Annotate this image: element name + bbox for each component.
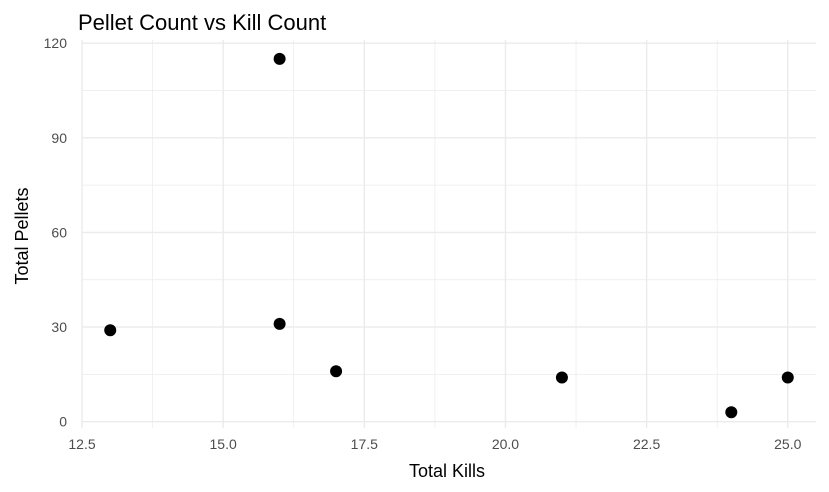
x-tick-label: 12.5 (68, 436, 95, 452)
y-tick-label: 120 (44, 35, 68, 51)
major-gridlines (81, 40, 816, 428)
data-point (725, 406, 738, 419)
y-tick-label: 0 (59, 414, 67, 430)
data-point (273, 52, 286, 65)
x-tick-label: 22.5 (633, 436, 660, 452)
y-tick-labels: 0 30 60 90 120 (44, 35, 68, 430)
data-point (330, 365, 343, 378)
y-tick-label: 90 (51, 130, 67, 146)
minor-gridlines (82, 40, 816, 428)
y-tick-label: 60 (51, 224, 67, 240)
x-tick-label: 20.0 (492, 436, 519, 452)
x-tick-label: 15.0 (210, 436, 237, 452)
x-axis-title: Total Kills (409, 461, 485, 481)
x-tick-labels: 12.5 15.0 17.5 20.0 22.5 25.0 (68, 436, 801, 452)
x-tick-label: 17.5 (351, 436, 378, 452)
data-point (781, 371, 794, 384)
chart-title: Pellet Count vs Kill Count (78, 10, 326, 35)
data-point (104, 324, 117, 337)
data-point (273, 317, 286, 330)
y-tick-label: 30 (51, 319, 67, 335)
data-point (555, 371, 568, 384)
x-tick-label: 25.0 (774, 436, 801, 452)
y-axis-title: Total Pellets (12, 187, 32, 284)
data-points (104, 52, 794, 419)
